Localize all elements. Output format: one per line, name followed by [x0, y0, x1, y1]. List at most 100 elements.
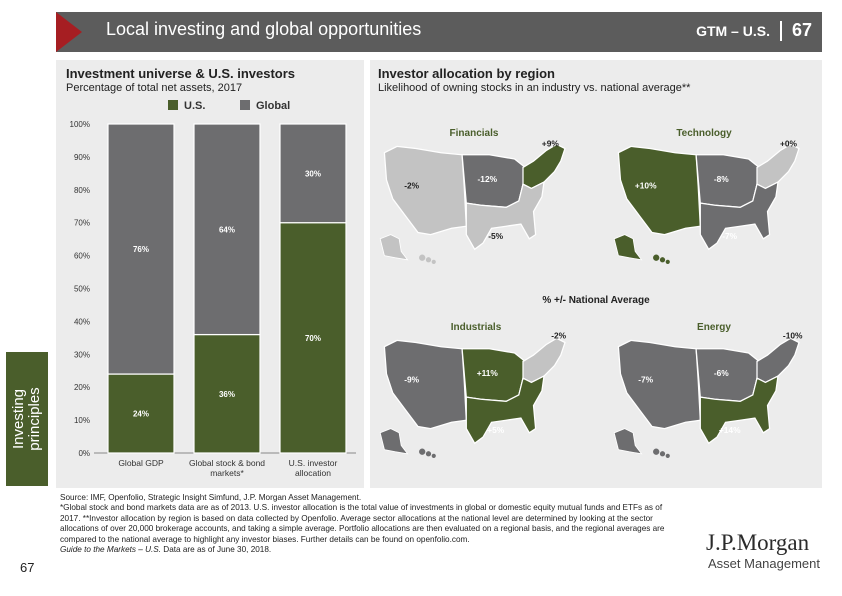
region-alaska: [613, 234, 643, 261]
right-panel-title: Investor allocation by region: [378, 66, 555, 81]
jpmorgan-logo: J.P.Morgan: [706, 530, 810, 555]
region-value-label: +10%: [635, 180, 657, 190]
y-tick-label: 50%: [74, 285, 90, 294]
legend-label-global: Global: [256, 100, 290, 112]
region-value-label: -10%: [783, 330, 803, 340]
region-value-label: +0%: [780, 138, 798, 148]
region-west: [383, 145, 467, 236]
region-west: [383, 339, 467, 430]
region-value-label: +14%: [719, 425, 741, 435]
header-page-number: 67: [791, 20, 812, 40]
header-divider: [779, 20, 782, 41]
y-tick-label: 70%: [74, 219, 90, 228]
region-hawaii: [653, 448, 660, 455]
region-hawaii: [425, 451, 432, 457]
region-hawaii: [665, 453, 670, 458]
data-label: 64%: [219, 225, 235, 234]
right-panel: Investor allocation by region Likelihood…: [370, 60, 822, 488]
legend-swatch-us: [168, 100, 178, 110]
map-title: Technology: [676, 128, 732, 139]
bar-global-2: [279, 123, 347, 224]
region-hawaii: [425, 257, 432, 263]
region-maps: -2% -12% +9% -5% Financials +10% -8% +0% -7% Tech…: [379, 128, 803, 458]
data-label: 76%: [133, 245, 149, 254]
footnote-note: *Global stock and bond markets data are …: [60, 503, 665, 544]
data-label: 24%: [133, 410, 149, 419]
region-value-label: -2%: [551, 330, 566, 340]
region-value-label: +5%: [487, 425, 505, 435]
header-right: GTM – U.S. 67: [696, 20, 812, 41]
category-label: Global stock & bond markets*: [189, 458, 265, 478]
bar-us-1: [193, 333, 261, 454]
header-arrow-icon: [56, 12, 82, 52]
bar-us-0: [107, 373, 175, 454]
map-center-label: % +/- National Average: [542, 295, 650, 306]
y-tick-label: 0%: [78, 449, 90, 458]
data-label: 36%: [219, 390, 235, 399]
right-panel-subtitle: Likelihood of owning stocks in an indust…: [378, 82, 691, 94]
y-tick-label: 20%: [74, 383, 90, 392]
bottom-page-number: 67: [20, 560, 35, 575]
region-value-label: +9%: [542, 138, 560, 148]
region-alaska: [613, 428, 643, 455]
side-tab-label: Investing principles: [10, 387, 43, 451]
map-title: Industrials: [451, 322, 502, 333]
left-panel-subtitle: Percentage of total net assets, 2017: [66, 82, 243, 94]
region-value-label: -7%: [722, 231, 737, 241]
data-label: 70%: [305, 334, 321, 343]
region-value-label: -12%: [478, 174, 498, 184]
region-hawaii: [659, 257, 666, 263]
footnote-guide-rest: Data are as of June 30, 2018.: [161, 545, 272, 555]
region-hawaii: [431, 259, 436, 264]
y-tick-label: 90%: [74, 153, 90, 162]
region-hawaii: [665, 259, 670, 264]
map-title: Energy: [697, 322, 731, 333]
bar-global-0: [107, 123, 175, 375]
bar-global-1: [193, 123, 261, 336]
region-value-label: -5%: [488, 231, 503, 241]
region-alaska: [379, 234, 409, 261]
footnotes: Source: IMF, Openfolio, Strategic Insigh…: [60, 493, 676, 555]
map-technology: +10% -8% +0% -7%: [613, 138, 800, 264]
region-value-label: -2%: [404, 180, 419, 190]
left-panel: Investment universe & U.S. investors Per…: [56, 60, 364, 488]
region-south: [465, 374, 545, 445]
page-title: Local investing and global opportunities: [106, 19, 422, 39]
footnote-guide: Guide to the Markets – U.S. Data are as …: [60, 545, 676, 555]
y-tick-label: 10%: [74, 416, 90, 425]
region-west: [617, 145, 701, 236]
y-tick-label: 100%: [70, 120, 90, 129]
y-tick-label: 40%: [74, 317, 90, 326]
region-value-label: -6%: [714, 368, 729, 378]
region-value-label: -7%: [638, 374, 653, 384]
region-hawaii: [431, 453, 436, 458]
legend-swatch-global: [240, 100, 250, 110]
region-hawaii: [653, 254, 660, 261]
header-bar: [56, 12, 822, 52]
bar-us-2: [279, 222, 347, 454]
map-financials: -2% -12% +9% -5%: [379, 138, 566, 264]
left-panel-title: Investment universe & U.S. investors: [66, 66, 296, 81]
category-label: U.S. investor allocation: [289, 458, 338, 478]
footnote-guide-title: Guide to the Markets – U.S.: [60, 545, 162, 555]
region-alaska: [379, 428, 409, 455]
region-south: [699, 374, 779, 445]
y-tick-label: 60%: [74, 252, 90, 261]
jpmorgan-logo-subtitle: Asset Management: [708, 556, 821, 571]
footnote-source: Source: IMF, Openfolio, Strategic Insigh…: [60, 493, 362, 502]
map-energy: -7% -6% -10% +14%: [613, 330, 803, 458]
region-value-label: -8%: [714, 174, 729, 184]
map-industrials: -9% +11% -2% +5%: [379, 330, 567, 458]
region-south: [699, 180, 779, 251]
region-value-label: +11%: [477, 368, 499, 378]
bar-chart: U.S. Global 0% 10% 20% 30% 40% 50% 60% 70% 80% 90% 1…: [70, 100, 356, 478]
legend: U.S. Global: [168, 100, 290, 112]
region-hawaii: [659, 451, 666, 457]
y-tick-label: 30%: [74, 350, 90, 359]
bars: 24% 76% Global GDP 36% 64% Global stock & bon…: [107, 123, 347, 478]
region-south: [465, 180, 545, 251]
y-tick-label: 80%: [74, 186, 90, 195]
data-label: 30%: [305, 169, 321, 178]
region-hawaii: [419, 448, 426, 455]
category-label: Global GDP: [118, 458, 164, 468]
